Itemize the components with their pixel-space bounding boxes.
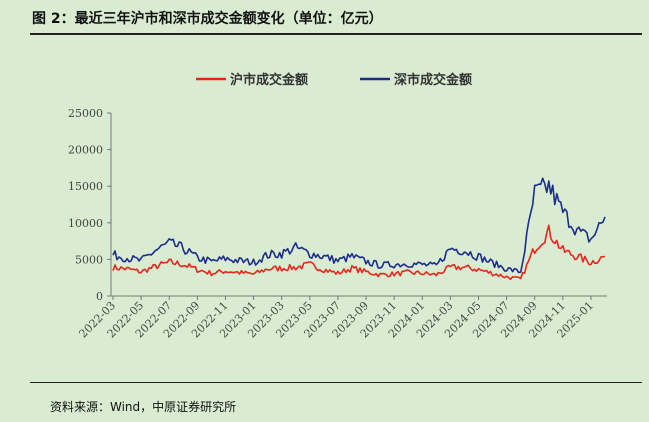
legend-label: 深市成交金额 — [394, 72, 472, 88]
figure-title: 图 2：最近三年沪市和深市成交金额变化（单位：亿元） — [32, 11, 383, 27]
source-note: 资料来源：Wind，中原证券研究所 — [50, 400, 237, 414]
plot-area — [112, 177, 606, 281]
y-tick-label: 0 — [96, 290, 103, 303]
y-tick-label: 20000 — [68, 144, 103, 157]
legend-label: 沪市成交金额 — [230, 72, 308, 88]
y-axis: 0 5000 10000 15000 20000 25000 — [68, 107, 112, 303]
x-axis: 2022-032022-052022-072022-092022-112023-… — [77, 295, 607, 340]
y-tick-label: 5000 — [75, 253, 103, 266]
series-line-sh — [112, 224, 606, 281]
y-tick-label: 10000 — [68, 217, 103, 230]
top-rule — [30, 33, 642, 35]
bottom-rule — [30, 382, 642, 383]
y-tick-label: 25000 — [68, 107, 103, 120]
series-line-sz — [112, 177, 606, 274]
chart-legend: 沪市成交金额 深市成交金额 — [196, 72, 472, 88]
y-tick-label: 15000 — [68, 180, 103, 193]
